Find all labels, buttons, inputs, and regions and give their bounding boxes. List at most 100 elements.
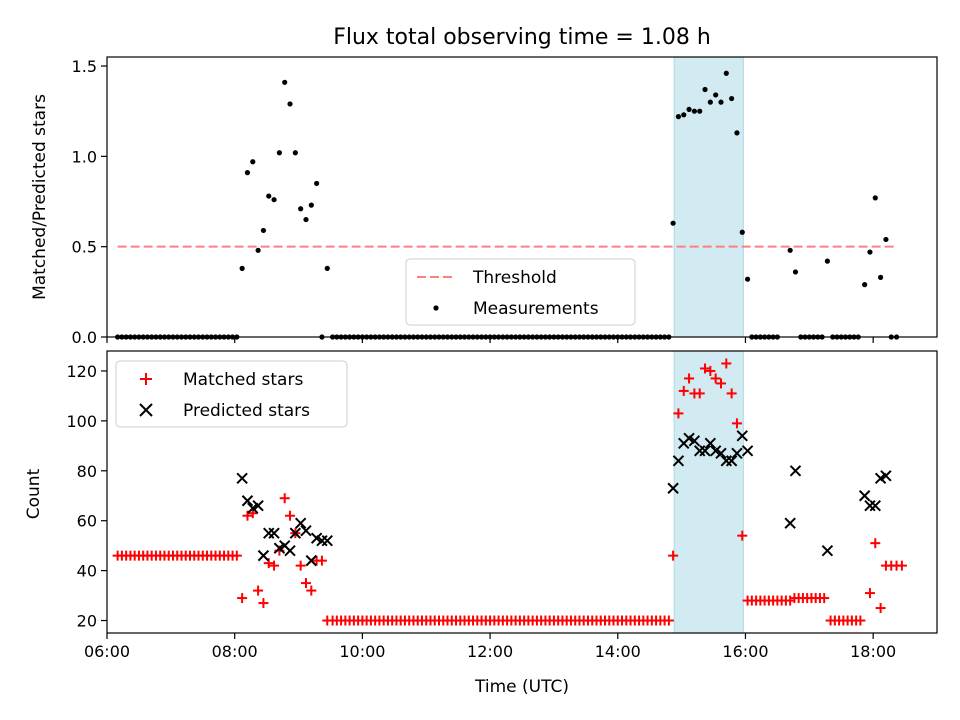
predicted-star-point bbox=[300, 524, 312, 537]
predicted-star-point bbox=[667, 482, 679, 494]
matched-star-point bbox=[673, 408, 684, 419]
predicted-star-point bbox=[294, 517, 307, 529]
matched-star-point bbox=[875, 603, 886, 614]
x-ticks-top bbox=[106, 337, 874, 343]
predicted-star-point bbox=[880, 470, 892, 482]
predicted-star-point bbox=[869, 500, 881, 512]
legend-top: Threshold Measurements bbox=[405, 258, 636, 326]
x-tick-label: 08:00 bbox=[212, 642, 258, 661]
matched-star-point bbox=[715, 378, 726, 389]
measurement-point bbox=[787, 247, 793, 253]
predicted-star-point bbox=[731, 447, 743, 460]
y-tick-label: 0.0 bbox=[72, 328, 97, 347]
measurement-point bbox=[282, 79, 288, 85]
measurement-point bbox=[792, 269, 799, 275]
matched-star-point bbox=[705, 365, 716, 376]
matched-star-point bbox=[300, 578, 311, 589]
legend-box bbox=[115, 360, 348, 428]
measurement-point bbox=[239, 265, 245, 271]
measurement-point bbox=[862, 282, 868, 288]
matched-star-point bbox=[663, 615, 674, 626]
y-tick-label: 100 bbox=[66, 412, 97, 431]
matched-star-point bbox=[295, 560, 306, 571]
plot-frame-top bbox=[106, 56, 938, 338]
x-tick-label: 18:00 bbox=[850, 642, 896, 661]
measurement-point bbox=[878, 274, 884, 280]
measurement-point bbox=[292, 150, 298, 156]
y-axis-label-top: Matched/Predicted stars bbox=[30, 94, 50, 300]
matched-star-point bbox=[896, 560, 907, 571]
measurement-point bbox=[324, 265, 330, 271]
measurement-point bbox=[260, 227, 267, 234]
measurement-point bbox=[298, 206, 304, 212]
measurement-point bbox=[303, 216, 309, 223]
measurement-point bbox=[287, 101, 293, 107]
legend-measurement-swatch bbox=[433, 305, 439, 311]
matched-star-point bbox=[737, 530, 748, 541]
predicted-star-point bbox=[241, 495, 254, 507]
matched-star-point bbox=[668, 550, 679, 561]
y-ticks-top: 0.0 0.5 1.0 1.5 bbox=[72, 57, 107, 347]
matched-star-point bbox=[258, 598, 269, 609]
predicted-star-point bbox=[672, 455, 685, 467]
matched-star-point bbox=[231, 550, 242, 561]
x-ticks-bottom: 06:00 08:00 10:00 12:00 14:00 16:00 18:00 bbox=[84, 633, 896, 661]
predicted-star-point bbox=[284, 544, 296, 557]
measurement-point bbox=[867, 249, 873, 255]
predicted-star-point bbox=[715, 447, 727, 460]
predicted-star-point bbox=[688, 435, 701, 447]
measurement-point bbox=[713, 92, 719, 98]
x-axis-label: Time (UTC) bbox=[474, 677, 569, 697]
y-axis-label-bottom: Count bbox=[24, 468, 44, 519]
predicted-star-point bbox=[263, 527, 275, 539]
measurement-point bbox=[266, 193, 272, 199]
matched-star-point bbox=[237, 593, 248, 604]
matched-star-point bbox=[316, 555, 327, 566]
matched-star-point bbox=[684, 373, 695, 384]
count-panel: 20 40 60 80 100 120 06:00 08:00 10:00 12:00 14:00… bbox=[24, 350, 938, 697]
predicted-star-point bbox=[321, 534, 333, 547]
measurement-point bbox=[723, 70, 729, 76]
matched-star-point bbox=[700, 363, 711, 374]
legend-label: Measurements bbox=[473, 299, 599, 319]
x-tick-label: 10:00 bbox=[339, 642, 385, 661]
predicted-star-point bbox=[257, 549, 270, 562]
measurement-point bbox=[276, 150, 282, 156]
predicted-star-point bbox=[864, 500, 876, 512]
measurement-point bbox=[872, 195, 878, 201]
matched-star-point bbox=[870, 538, 881, 549]
x-tick-label: 12:00 bbox=[467, 642, 513, 661]
y-tick-label: 120 bbox=[66, 362, 97, 381]
y-tick-label: 0.5 bbox=[72, 238, 97, 257]
measurement-point bbox=[244, 170, 251, 176]
predicted-star-point bbox=[699, 445, 711, 457]
y-ticks-bottom: 20 40 60 80 100 120 bbox=[66, 362, 107, 631]
measurement-point bbox=[744, 276, 751, 282]
plot-frame-bottom bbox=[106, 350, 938, 634]
matched-star-point bbox=[710, 373, 721, 384]
matched-star-point bbox=[279, 493, 290, 504]
x-tick-label: 06:00 bbox=[84, 642, 130, 661]
predicted-star-point bbox=[736, 430, 748, 442]
predicted-star-point bbox=[305, 554, 318, 567]
matched-star-point bbox=[855, 615, 866, 626]
measurement-point bbox=[734, 130, 740, 136]
predicted-star-point bbox=[725, 455, 738, 467]
y-tick-label: 1.0 bbox=[72, 147, 97, 166]
matched-star-point bbox=[253, 585, 264, 596]
measurement-point bbox=[729, 95, 735, 102]
ratio-panel: 0.0 0.5 1.0 1.5 Matched/Predicted stars Thr… bbox=[30, 56, 938, 347]
matched-star-point bbox=[864, 588, 875, 599]
matched-star-point bbox=[269, 560, 280, 571]
legend-bottom: Matched stars Predicted stars bbox=[115, 360, 348, 428]
legend-label: Threshold bbox=[472, 268, 557, 288]
matched-star-point bbox=[694, 388, 705, 399]
predicted-star-point bbox=[704, 437, 717, 450]
matched-star-point bbox=[726, 388, 737, 399]
chart-title: Flux total observing time = 1.08 h bbox=[333, 25, 711, 50]
measurement-point bbox=[670, 220, 676, 226]
predicted-star-point bbox=[268, 527, 280, 539]
measurement-point bbox=[691, 108, 697, 114]
predicted-star-point bbox=[252, 500, 264, 512]
